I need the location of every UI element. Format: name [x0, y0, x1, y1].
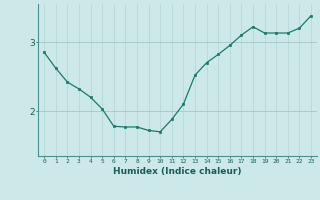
X-axis label: Humidex (Indice chaleur): Humidex (Indice chaleur)	[113, 167, 242, 176]
